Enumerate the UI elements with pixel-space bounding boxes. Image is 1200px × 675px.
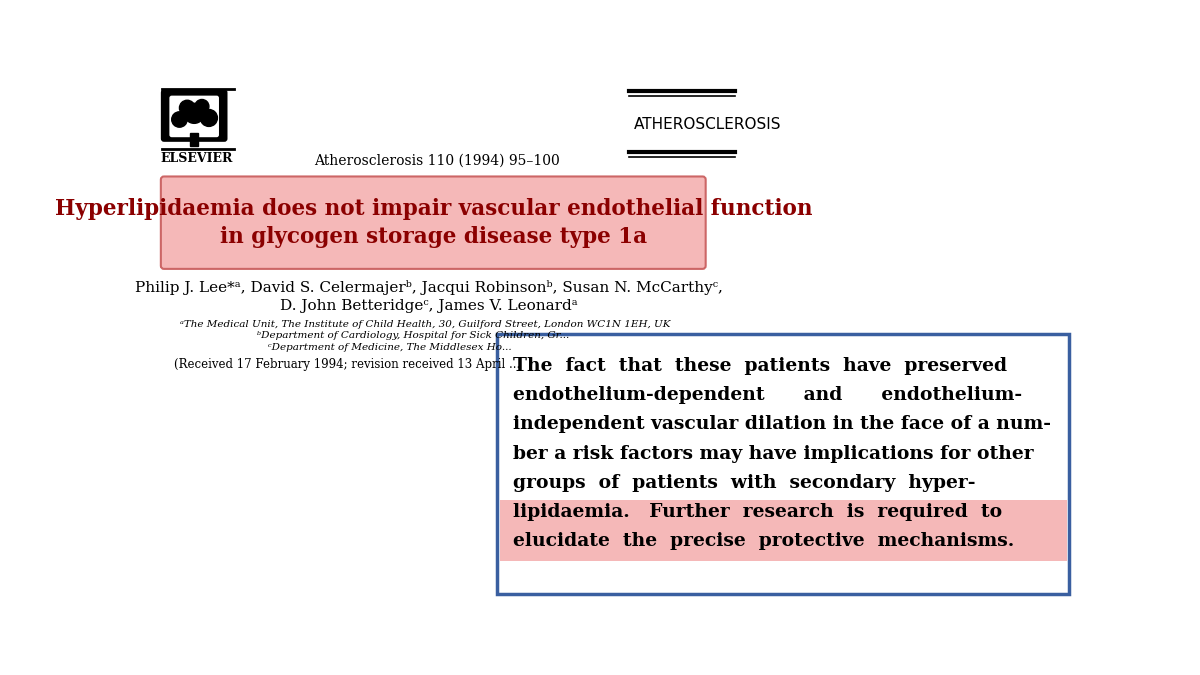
Text: ᵃThe Medical Unit, The Institute of Child Health, 30, Guilford Street, London WC: ᵃThe Medical Unit, The Institute of Chil… [180, 320, 671, 329]
Text: Philip J. Lee*ᵃ, David S. Celermajerᵇ, Jacqui Robinsonᵇ, Susan N. McCarthyᶜ,: Philip J. Lee*ᵃ, David S. Celermajerᵇ, J… [136, 280, 722, 295]
Bar [499, 500, 1067, 562]
Text: Hyperlipidaemia does not impair vascular endothelial function: Hyperlipidaemia does not impair vascular… [54, 198, 812, 220]
Circle shape [172, 112, 187, 127]
Text: ATHEROSCLEROSIS: ATHEROSCLEROSIS [635, 117, 782, 132]
Text: ber a risk factors may have implications for other: ber a risk factors may have implications… [512, 445, 1033, 462]
Bar [191, 132, 198, 146]
Text: in glycogen storage disease type 1a: in glycogen storage disease type 1a [220, 225, 647, 248]
Text: independent vascular dilation in the face of a num-: independent vascular dilation in the fac… [512, 415, 1051, 433]
Text: endothelium-dependent      and      endothelium-: endothelium-dependent and endothelium- [512, 386, 1022, 404]
Text: Atherosclerosis 110 (1994) 95–100: Atherosclerosis 110 (1994) 95–100 [314, 153, 559, 167]
Text: elucidate  the  precise  protective  mechanisms.: elucidate the precise protective mechani… [512, 533, 1014, 550]
Text: lipidaemia.   Further  research  is  required  to: lipidaemia. Further research is required… [512, 503, 1002, 521]
Text: The  fact  that  these  patients  have  preserved: The fact that these patients have preser… [512, 357, 1007, 375]
Text: ᶜDepartment of Medicine, The Middlesex Ho...: ᶜDepartment of Medicine, The Middlesex H… [269, 343, 512, 352]
Circle shape [180, 101, 194, 115]
Text: ELSEVIER: ELSEVIER [161, 151, 233, 165]
FancyBboxPatch shape [169, 96, 218, 137]
Circle shape [194, 99, 209, 113]
Text: ᵇDepartment of Cardiology, Hospital for Sick Children, Gr...: ᵇDepartment of Cardiology, Hospital for … [257, 331, 570, 340]
Circle shape [200, 109, 217, 126]
FancyBboxPatch shape [161, 176, 706, 269]
Text: groups  of  patients  with  secondary  hyper-: groups of patients with secondary hyper- [512, 474, 976, 492]
Text: (Received 17 February 1994; revision received 13 April ...: (Received 17 February 1994; revision rec… [174, 358, 521, 371]
Circle shape [184, 103, 204, 124]
Text: D. John Betteridgeᶜ, James V. Leonardᵃ: D. John Betteridgeᶜ, James V. Leonardᵃ [280, 299, 578, 313]
Bar [497, 333, 1069, 594]
FancyBboxPatch shape [161, 90, 228, 142]
